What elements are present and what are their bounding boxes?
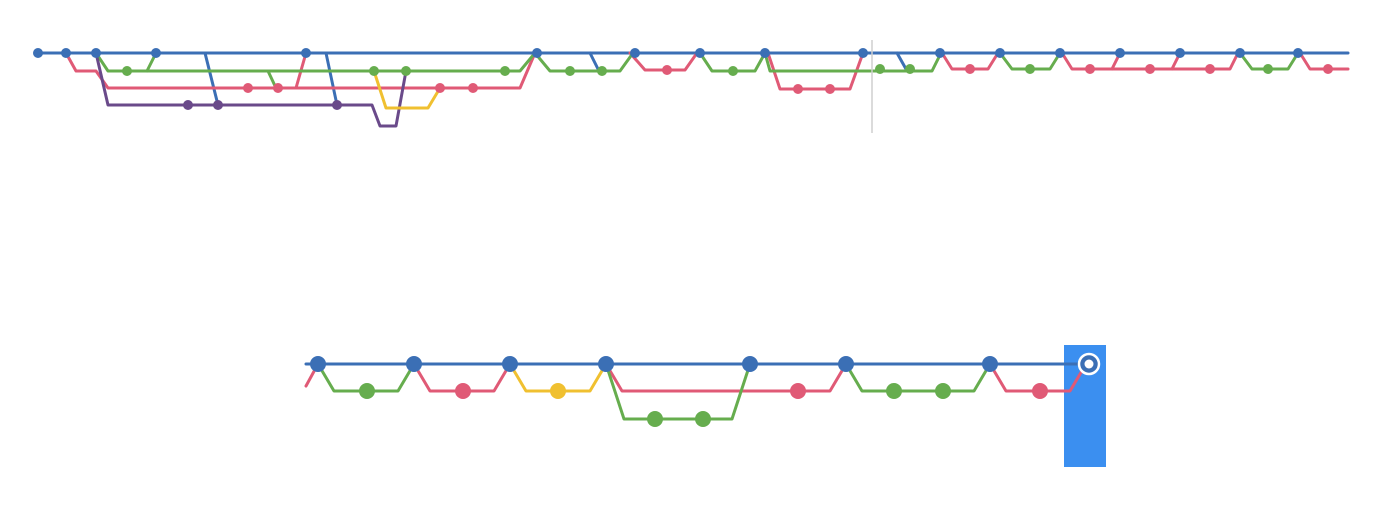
branch-segment	[604, 362, 848, 393]
branch-segment	[533, 51, 635, 73]
branch-merge-line	[203, 51, 220, 107]
commit-node[interactable]	[532, 48, 542, 58]
commit-node[interactable]	[995, 48, 1005, 58]
commit-node[interactable]	[183, 100, 193, 110]
commit-node[interactable]	[122, 66, 132, 76]
branch-line-feature-d	[372, 69, 442, 110]
commit-node[interactable]	[61, 48, 71, 58]
commit-node[interactable]	[1085, 64, 1095, 74]
commit-node[interactable]	[858, 48, 868, 58]
commit-node[interactable]	[1235, 48, 1245, 58]
commit-node[interactable]	[695, 48, 705, 58]
commit-node[interactable]	[886, 383, 902, 399]
commit-node[interactable]	[935, 383, 951, 399]
branch-line-feature-a	[94, 51, 537, 73]
commit-node[interactable]	[935, 48, 945, 58]
ring-icon	[1084, 359, 1094, 369]
commit-node[interactable]	[91, 48, 101, 58]
commit-node[interactable]	[838, 356, 854, 372]
commit-node[interactable]	[1293, 48, 1303, 58]
commit-node[interactable]	[728, 66, 738, 76]
commit-node[interactable]	[647, 411, 663, 427]
commit-node[interactable]	[406, 356, 422, 372]
commit-node[interactable]	[1055, 48, 1065, 58]
commit-node[interactable]	[33, 48, 43, 58]
commit-node[interactable]	[598, 356, 614, 372]
commit-node[interactable]	[369, 66, 379, 76]
commit-node[interactable]	[1145, 64, 1155, 74]
commit-node[interactable]	[905, 64, 915, 74]
commit-node[interactable]	[310, 356, 326, 372]
commit-node[interactable]	[455, 383, 471, 399]
detail-commit-nodes	[310, 356, 1048, 427]
commit-node[interactable]	[1205, 64, 1215, 74]
commit-node[interactable]	[273, 83, 283, 93]
branch-merge-line	[895, 51, 908, 71]
commit-node[interactable]	[965, 64, 975, 74]
overview-commit-nodes	[33, 48, 1333, 110]
commit-node[interactable]	[301, 48, 311, 58]
commit-node[interactable]	[1323, 64, 1333, 74]
branch-segment	[763, 51, 943, 73]
commit-node[interactable]	[1175, 48, 1185, 58]
commit-node[interactable]	[1025, 64, 1035, 74]
branch-segment	[844, 362, 992, 393]
commit-node[interactable]	[760, 48, 770, 58]
commit-node[interactable]	[982, 356, 998, 372]
branch-merge-line	[324, 51, 339, 107]
commit-node[interactable]	[630, 48, 640, 58]
commit-node[interactable]	[1263, 64, 1273, 74]
commit-node[interactable]	[825, 84, 835, 94]
commit-node[interactable]	[695, 411, 711, 427]
commit-node[interactable]	[500, 66, 510, 76]
commit-node[interactable]	[790, 383, 806, 399]
commit-node[interactable]	[468, 83, 478, 93]
commit-node[interactable]	[332, 100, 342, 110]
commit-node[interactable]	[597, 66, 607, 76]
commit-node[interactable]	[435, 83, 445, 93]
commit-node[interactable]	[662, 65, 672, 75]
overview-graph	[33, 40, 1350, 133]
commit-node[interactable]	[550, 383, 566, 399]
branch-line-feature-b	[64, 51, 537, 90]
commit-node[interactable]	[213, 100, 223, 110]
commit-node[interactable]	[1032, 383, 1048, 399]
detail-graph	[304, 345, 1106, 467]
commit-node[interactable]	[565, 66, 575, 76]
branch-line-feature-c	[94, 51, 408, 128]
commit-node[interactable]	[401, 66, 411, 76]
branch-segment	[604, 362, 752, 421]
commit-node[interactable]	[243, 83, 253, 93]
commit-node[interactable]	[502, 356, 518, 372]
commit-node[interactable]	[742, 356, 758, 372]
branch-segment	[1298, 51, 1350, 71]
commit-node[interactable]	[1115, 48, 1125, 58]
commit-node[interactable]	[359, 383, 375, 399]
commit-node[interactable]	[151, 48, 161, 58]
commit-node[interactable]	[875, 64, 885, 74]
branch-merge-line	[588, 51, 600, 71]
commit-node[interactable]	[793, 84, 803, 94]
